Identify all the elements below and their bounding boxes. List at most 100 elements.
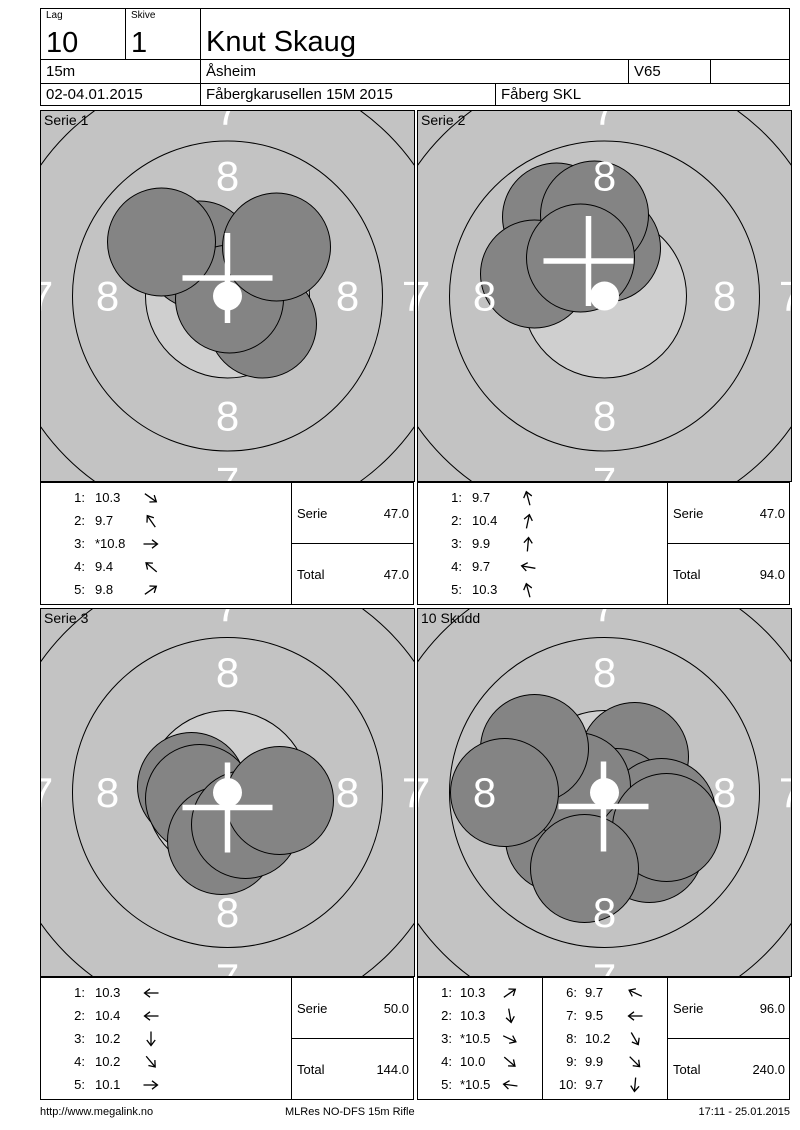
shot-row: 4: 10.0 bbox=[418, 1051, 542, 1072]
serie-score-cell: Serie 47.0 bbox=[292, 483, 413, 544]
serie-score-cell: Serie 96.0 bbox=[668, 978, 789, 1039]
ring-label-8: 8 bbox=[713, 273, 736, 320]
shot-row: 6: 9.7 bbox=[543, 982, 667, 1003]
total-label: Total bbox=[297, 566, 325, 582]
target-title: Serie 1 bbox=[44, 112, 89, 128]
ring-label-8: 8 bbox=[473, 769, 496, 816]
score-table: 1: 10.3 2: 10.4 3: 10.2 4: 10.2 bbox=[40, 977, 414, 1100]
ring-label-8: 8 bbox=[713, 769, 736, 816]
target-plot: 88887777 bbox=[418, 111, 791, 481]
shot-number: 4: bbox=[441, 1054, 452, 1069]
ring-label-7: 7 bbox=[402, 769, 414, 816]
shot-value: 9.7 bbox=[472, 490, 491, 505]
shot-number: 4: bbox=[74, 559, 85, 574]
shot-number: 2: bbox=[451, 513, 462, 528]
shot-value: 9.7 bbox=[95, 513, 114, 528]
shot-column: 1: 10.3 2: 10.4 3: 10.2 4: 10.2 bbox=[41, 978, 291, 1099]
header-row-3: 02-04.01.2015 Fåbergkarusellen 15M 2015 … bbox=[41, 84, 789, 105]
shot-row: 8: 10.2 bbox=[543, 1028, 667, 1049]
shot-row: 3: 10.2 bbox=[41, 1028, 291, 1049]
shot-direction-arrow-icon bbox=[498, 1004, 521, 1027]
serie-label: Serie bbox=[297, 1000, 328, 1016]
shot-value: *10.5 bbox=[460, 1031, 491, 1046]
ring-label-7: 7 bbox=[216, 459, 239, 482]
shot-number: 3: bbox=[441, 1031, 452, 1046]
club-cell: Fåberg SKL bbox=[501, 86, 582, 103]
header-row-1: Lag 10 Skive 1 Knut Skaug bbox=[41, 9, 789, 60]
header-row-2: 15m Åsheim V65 bbox=[41, 60, 789, 84]
shot-direction-arrow-icon bbox=[517, 533, 539, 555]
ring-label-7: 7 bbox=[216, 111, 239, 134]
ring-label-8: 8 bbox=[593, 649, 616, 696]
serie-label: Serie bbox=[297, 505, 328, 521]
event-cell: Fåbergkarusellen 15M 2015 bbox=[201, 84, 496, 105]
shot-number: 3: bbox=[74, 1031, 85, 1046]
shot-number: 2: bbox=[74, 1008, 85, 1023]
shot-value: 9.5 bbox=[585, 1008, 604, 1023]
serie-label: Serie bbox=[673, 505, 704, 521]
shot-number: 5: bbox=[74, 582, 85, 597]
shot-list: 1: 10.3 2: 9.7 3: *10.8 4: 9.4 bbox=[41, 483, 291, 604]
ring-label-8: 8 bbox=[216, 649, 239, 696]
shot-value: 9.9 bbox=[472, 536, 491, 551]
ring-8-circle bbox=[72, 140, 383, 452]
shot-row: 2: 9.7 bbox=[41, 510, 291, 531]
score-summary: Serie 47.0 Total 94.0 bbox=[667, 483, 789, 604]
shot-number: 6: bbox=[566, 985, 577, 1000]
ring-label-7: 7 bbox=[418, 769, 430, 816]
shot-number: 5: bbox=[74, 1077, 85, 1092]
shot-row: 3: 9.9 bbox=[418, 533, 667, 554]
ring-label-7: 7 bbox=[41, 769, 53, 816]
shot-value: *10.8 bbox=[95, 536, 126, 551]
target-plot: 88887777 bbox=[41, 111, 414, 481]
shot-row: 5: 10.1 bbox=[41, 1074, 291, 1095]
shot-row: 7: 9.5 bbox=[543, 1005, 667, 1026]
shot-number: 5: bbox=[451, 582, 462, 597]
footer-url: http://www.megalink.no bbox=[40, 1106, 154, 1118]
total-value: 144.0 bbox=[376, 1061, 409, 1077]
shot-value: 10.0 bbox=[460, 1054, 486, 1069]
shot-value: 10.3 bbox=[460, 1008, 486, 1023]
shot-direction-arrow-icon bbox=[621, 1025, 648, 1052]
shot-row: 5: 9.8 bbox=[41, 579, 291, 600]
shot-direction-arrow-icon bbox=[141, 1029, 161, 1049]
shooter-name: Knut Skaug bbox=[206, 26, 356, 58]
shot-value: 10.4 bbox=[95, 1008, 121, 1023]
shot-value: 9.7 bbox=[585, 985, 604, 1000]
ring-label-8: 8 bbox=[593, 393, 616, 440]
shot-direction-arrow-icon bbox=[137, 576, 165, 604]
ring-label-7: 7 bbox=[593, 609, 616, 630]
serie-value: 96.0 bbox=[759, 1000, 785, 1016]
ring-8-circle bbox=[449, 637, 760, 948]
shot-row: 5: *10.5 bbox=[418, 1074, 542, 1095]
shot-list: 1: 9.7 2: 10.4 3: 9.9 4: 9.7 bbox=[418, 483, 667, 604]
shot-value: 10.3 bbox=[472, 582, 498, 597]
target-panel: Serie 2 88887777 bbox=[417, 110, 792, 482]
shot-column: 1: 10.3 2: 10.3 3: *10.5 4: 10.0 bbox=[418, 978, 542, 1099]
lag-value: 10 bbox=[46, 27, 79, 59]
target-center-dot bbox=[590, 778, 619, 807]
shot-row: 2: 10.3 bbox=[418, 1005, 542, 1026]
ring-label-7: 7 bbox=[779, 769, 791, 816]
ring-label-8: 8 bbox=[336, 769, 359, 816]
target-title: Serie 3 bbox=[44, 610, 89, 626]
total-value: 240.0 bbox=[752, 1061, 785, 1077]
score-table: 1: 9.7 2: 10.4 3: 9.9 4: 9.7 bbox=[417, 482, 790, 605]
target-panel: Serie 1 88887777 bbox=[40, 110, 415, 482]
shot-value: 10.4 bbox=[472, 513, 498, 528]
target-center-dot bbox=[590, 281, 619, 311]
ring-label-8: 8 bbox=[96, 273, 119, 320]
shot-value: 9.9 bbox=[585, 1054, 604, 1069]
date-cell: 02-04.01.2015 bbox=[41, 84, 201, 105]
shot-value: 9.8 bbox=[95, 582, 114, 597]
shot-row: 3: *10.5 bbox=[418, 1028, 542, 1049]
shot-value: 9.4 bbox=[95, 559, 114, 574]
shot-direction-arrow-icon bbox=[141, 1075, 161, 1095]
venue-cell: Åsheim bbox=[201, 60, 629, 83]
shot-row: 1: 9.7 bbox=[418, 487, 667, 508]
ring-label-7: 7 bbox=[216, 609, 239, 630]
lag-label: Lag bbox=[46, 10, 63, 21]
ring-8-circle bbox=[72, 637, 383, 948]
shot-list: 1: 10.3 2: 10.3 3: *10.5 4: 10.0 bbox=[418, 978, 667, 1099]
shot-row: 1: 10.3 bbox=[41, 982, 291, 1003]
